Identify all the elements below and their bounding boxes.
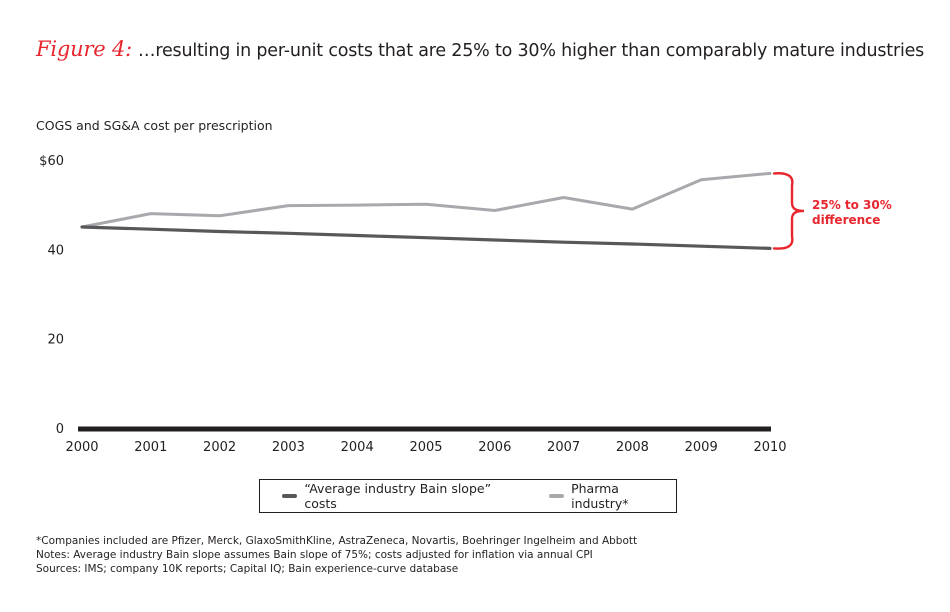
y-tick-label: $60 <box>39 154 64 169</box>
footnote-sources: Sources: IMS; company 10K reports; Capit… <box>36 563 459 575</box>
chart-title: Figure 4: …resulting in per-unit costs th… <box>36 37 924 61</box>
series-line-bain <box>80 225 772 250</box>
x-tick-label: 2000 <box>65 440 98 455</box>
footnote-notes: Notes: Average industry Bain slope assum… <box>36 549 593 561</box>
series-group <box>80 171 772 250</box>
y-tick-label: 20 <box>47 333 64 348</box>
x-tick-label: 2005 <box>409 440 442 455</box>
annotation-text-line2: difference <box>812 213 880 227</box>
legend-swatch-pharma <box>548 494 565 498</box>
difference-annotation: 25% to 30% difference <box>772 172 892 250</box>
x-tick-labels: 2000 2001 2002 2003 2004 2005 2006 2007 2008 2009… <box>65 440 786 455</box>
y-axis-label: COGS and SG&A cost per prescription <box>36 118 273 133</box>
legend-label-bain: “Average industry Bain slope” costs <box>304 481 492 511</box>
y-tick-labels: 0 20 40 $60 <box>39 154 64 437</box>
series-line-pharma <box>80 171 772 229</box>
legend-swatch-bain <box>282 494 298 498</box>
x-tick-label: 2001 <box>134 440 167 455</box>
x-tick-label: 2007 <box>547 440 580 455</box>
x-tick-label: 2003 <box>272 440 305 455</box>
y-tick-label: 40 <box>47 243 64 258</box>
x-tick-label: 2004 <box>341 440 374 455</box>
title-text: …resulting in per-unit costs that are 25… <box>138 41 925 61</box>
x-tick-label: 2006 <box>478 440 511 455</box>
legend: “Average industry Bain slope” costs Phar… <box>259 479 677 513</box>
footnotes: *Companies included are Pfizer, Merck, G… <box>36 534 637 576</box>
brace-annotation <box>772 172 805 250</box>
legend-item-pharma: Pharma industry* <box>548 481 676 511</box>
x-tick-label: 2009 <box>685 440 718 455</box>
y-tick-label: 0 <box>56 422 64 437</box>
x-tick-label: 2002 <box>203 440 236 455</box>
figure-label: Figure 4: <box>36 37 133 61</box>
x-tick-label: 2008 <box>616 440 649 455</box>
annotation-text-line1: 25% to 30% <box>812 198 892 212</box>
legend-label-pharma: Pharma industry* <box>571 481 629 511</box>
footnote-companies: *Companies included are Pfizer, Merck, G… <box>36 535 638 547</box>
legend-item-bain: “Average industry Bain slope” costs <box>282 481 519 511</box>
x-tick-label: 2010 <box>753 440 786 455</box>
